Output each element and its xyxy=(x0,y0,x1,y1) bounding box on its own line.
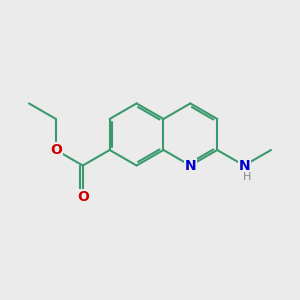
Text: O: O xyxy=(77,190,89,204)
Text: H: H xyxy=(243,172,251,182)
Text: O: O xyxy=(50,143,62,157)
Text: N: N xyxy=(184,158,196,172)
Text: N: N xyxy=(238,158,250,172)
